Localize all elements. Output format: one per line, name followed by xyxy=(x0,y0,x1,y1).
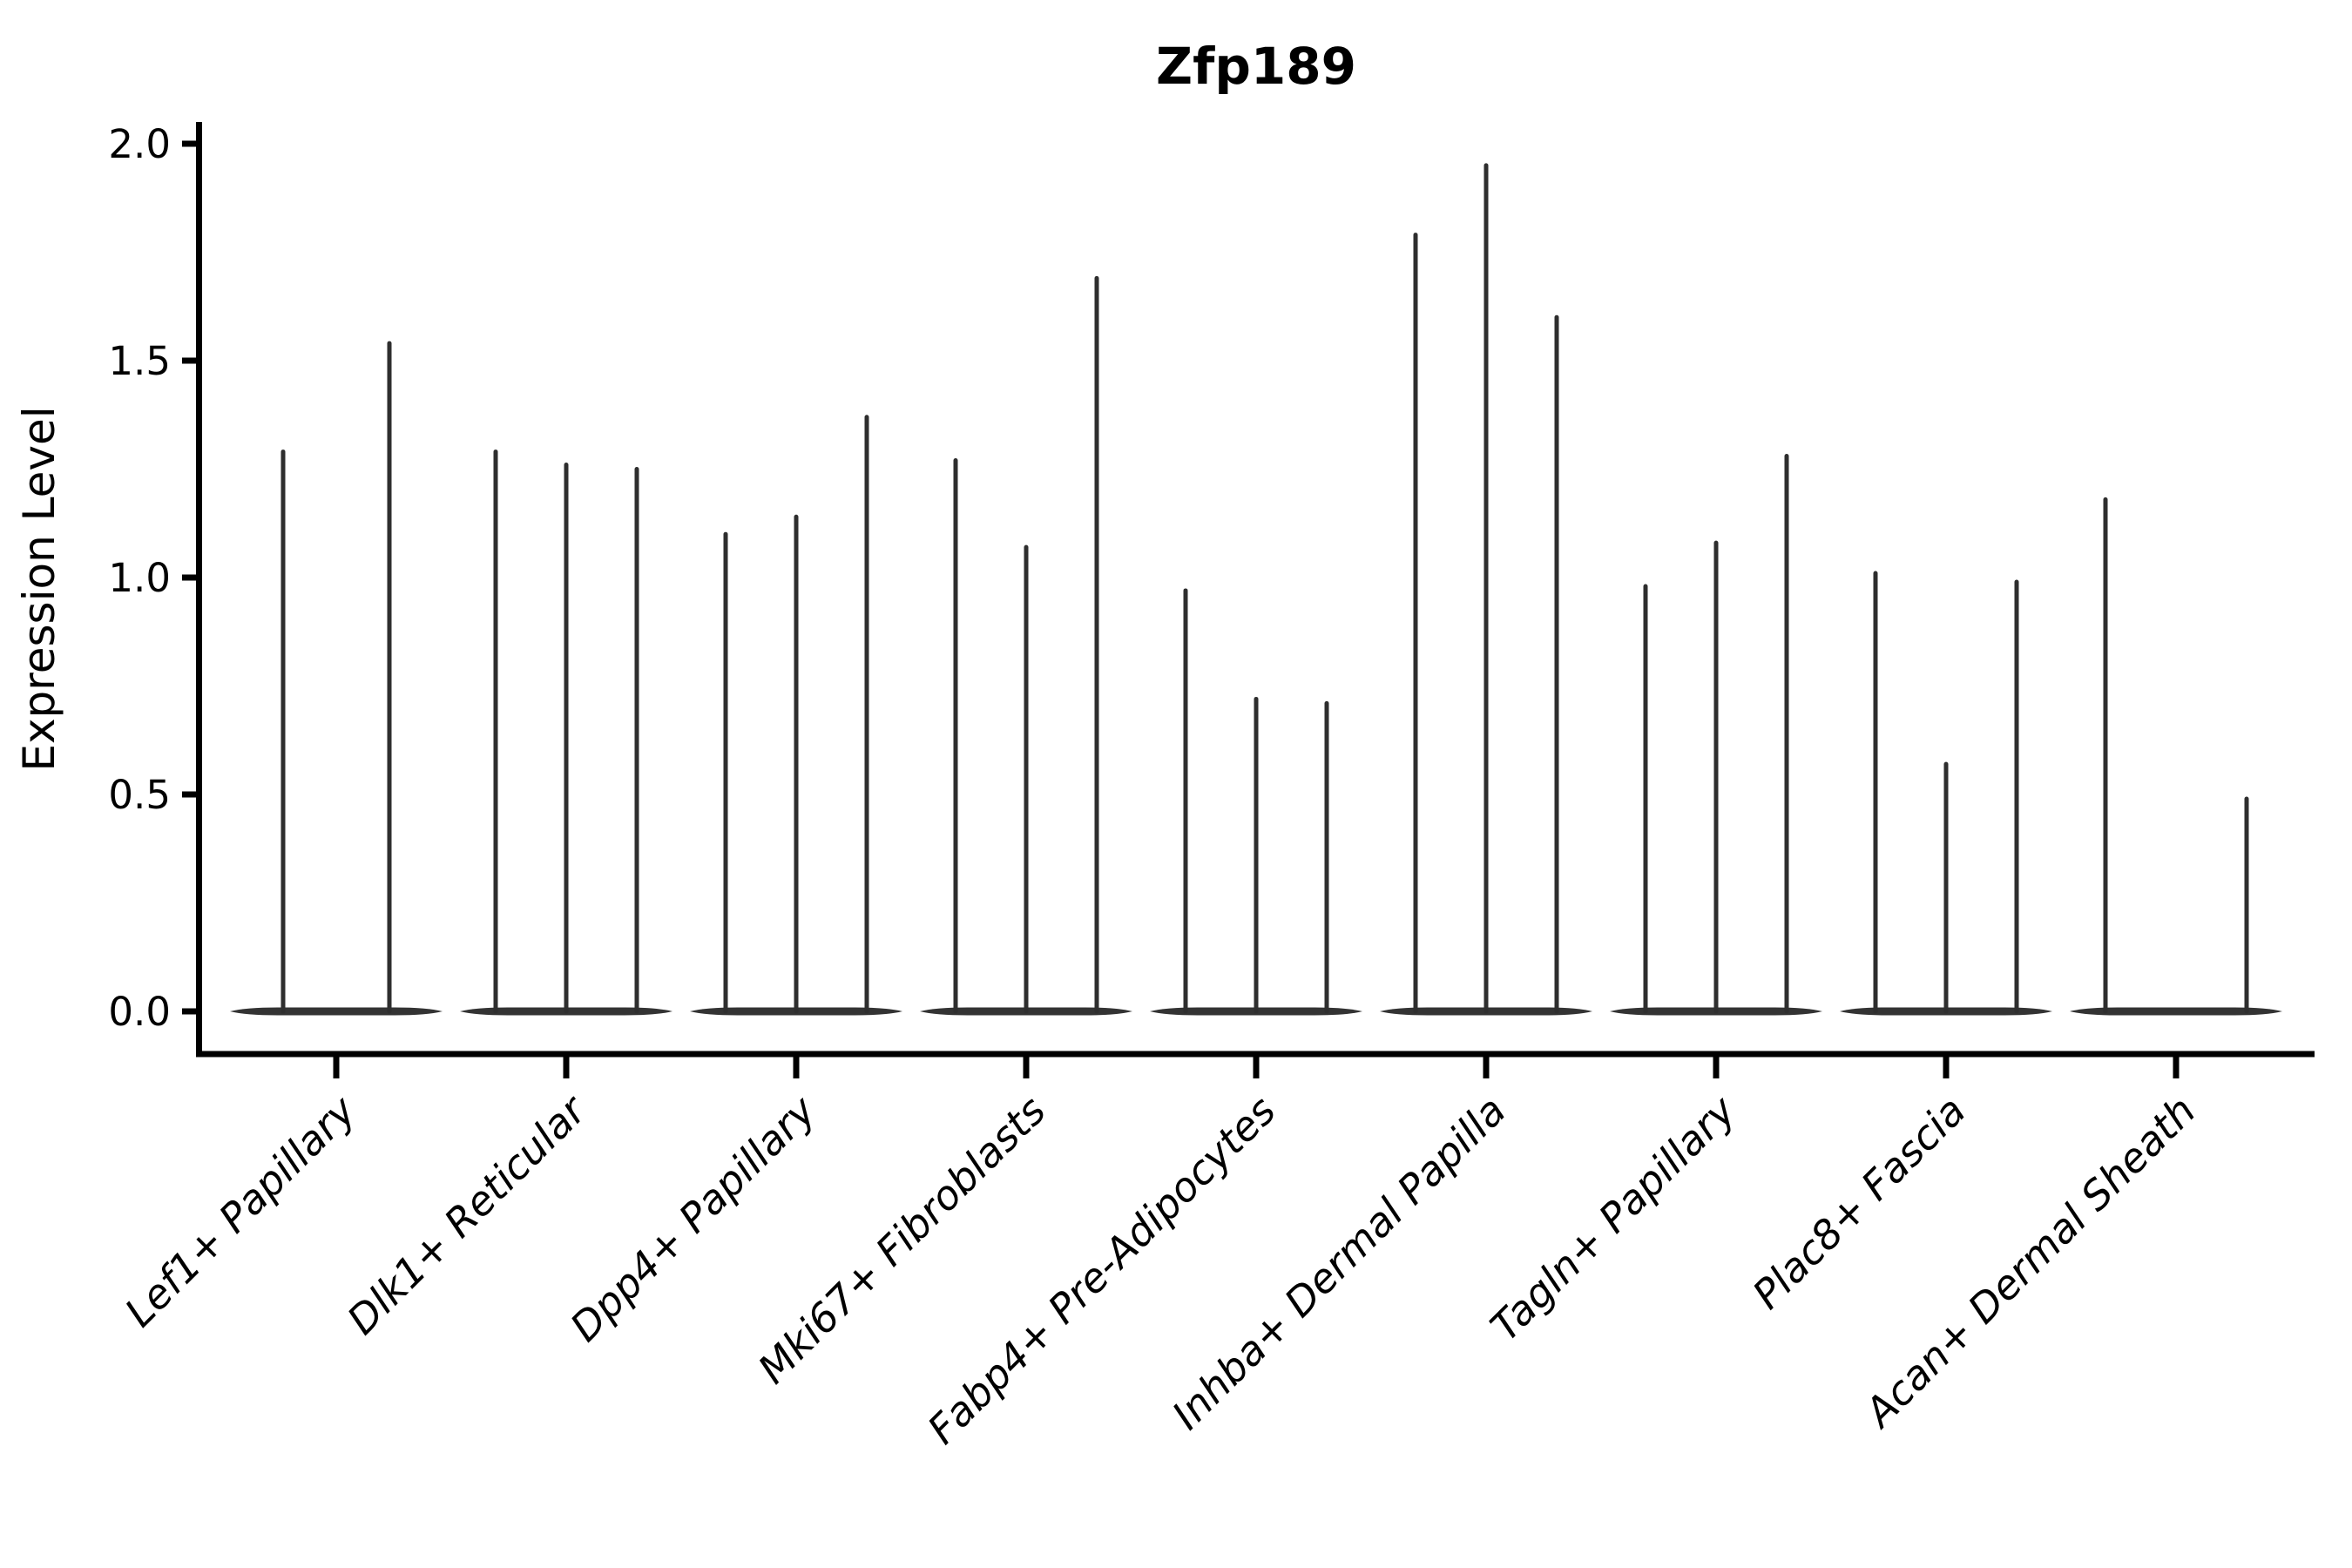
violin-baseline xyxy=(2070,1007,2282,1016)
x-axis-label: Dlk1+ Reticular xyxy=(338,1085,597,1343)
x-axis-label: Dpp4+ Papillary xyxy=(561,1086,825,1350)
y-axis-label: Expression Level xyxy=(14,406,64,771)
x-axis-label: Tagln+ Papillary xyxy=(1481,1086,1745,1350)
y-tick-label: 0.0 xyxy=(108,989,171,1035)
y-tick-label: 1.0 xyxy=(108,555,171,601)
y-tick-label: 1.5 xyxy=(108,338,171,384)
violin-baseline xyxy=(230,1007,443,1016)
y-tick-label: 2.0 xyxy=(108,121,171,167)
y-tick-label: 0.5 xyxy=(108,772,171,818)
x-axis-label: Lef1+ Papillary xyxy=(116,1086,365,1335)
x-axis-label: Plac8+ Fascia xyxy=(1743,1087,1974,1318)
plot-title: Zfp189 xyxy=(1156,37,1356,96)
